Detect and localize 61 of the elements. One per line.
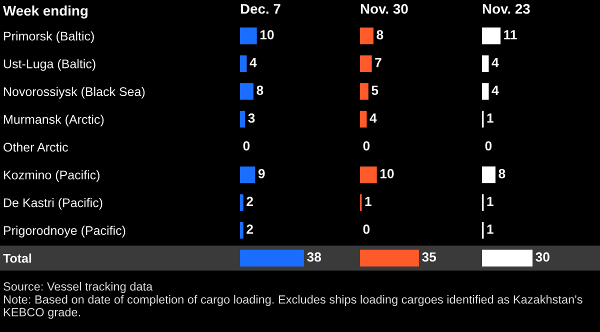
bar: [482, 166, 496, 184]
data-label: 0: [243, 141, 250, 151]
bar: [240, 250, 304, 266]
text: Note: Based on date of completion of cargo loading. Excludes ships loading cargoes identified as Kazakhstan's KEBCO grade.: [4, 295, 582, 319]
bar: [240, 166, 256, 184]
chart-title: Dec. 7: [240, 4, 280, 14]
y-tick-label: Kozmino (Pacific): [4, 170, 100, 182]
data-label: 5: [372, 86, 378, 95]
data-label: 7: [375, 58, 382, 68]
bar: [360, 55, 372, 72]
data-label: 1: [365, 196, 372, 206]
data-label: 4: [370, 114, 377, 123]
bar: [240, 194, 244, 211]
data-label: 4: [250, 58, 257, 68]
y-tick-label: Total: [3, 254, 32, 263]
bar: [360, 28, 374, 44]
bar: [482, 250, 533, 266]
chart-title: Nov. 23: [482, 4, 530, 14]
y-tick-label: Ust-Luga (Baltic): [4, 59, 96, 71]
y-tick-label: Primorsk (Baltic): [4, 31, 94, 44]
y-axis-title: Week ending: [3, 5, 88, 19]
chart-title: Nov. 30: [360, 4, 408, 14]
data-label: 4: [492, 58, 499, 68]
data-label: 10: [260, 30, 274, 40]
data-label: 0: [363, 224, 370, 234]
data-label: 2: [246, 196, 253, 206]
data-label: 8: [256, 86, 264, 95]
data-label: 2: [246, 224, 253, 234]
data-label: 8: [498, 168, 506, 178]
data-label: 8: [376, 30, 384, 40]
source-note: Source: Vessel tracking data: [4, 282, 153, 294]
bar: [360, 166, 377, 184]
y-tick-label: Prigorodnoye (Pacific): [4, 226, 126, 238]
data-label: 0: [363, 141, 370, 151]
data-label: 3: [248, 113, 255, 123]
bar: [240, 83, 254, 100]
data-label: 1: [487, 196, 494, 206]
data-label: 4: [492, 86, 499, 95]
bar: [240, 28, 257, 44]
bar: [482, 83, 489, 100]
bar: [360, 83, 368, 100]
data-label: 35: [422, 252, 436, 262]
data-label: 11: [504, 30, 517, 40]
data-label: 0: [485, 141, 492, 151]
data-label: 10: [380, 168, 394, 178]
bar: [360, 110, 367, 128]
data-label: 38: [307, 252, 322, 262]
bar: [482, 55, 489, 72]
bar: [482, 28, 501, 44]
bar: [240, 55, 247, 72]
bar: [360, 250, 419, 266]
data-label: 1: [487, 114, 494, 123]
data-label: 1: [487, 224, 494, 234]
y-tick-label: Novorossiysk (Black Sea): [4, 86, 145, 99]
data-label: 9: [258, 168, 265, 178]
bar: [240, 110, 246, 128]
y-tick-label: De Kastri (Pacific): [4, 198, 102, 210]
bar: [240, 222, 244, 239]
y-tick-label: Murmansk (Arctic): [4, 114, 104, 126]
data-label: 30: [536, 252, 550, 262]
y-tick-label: Other Arctic: [4, 142, 68, 152]
